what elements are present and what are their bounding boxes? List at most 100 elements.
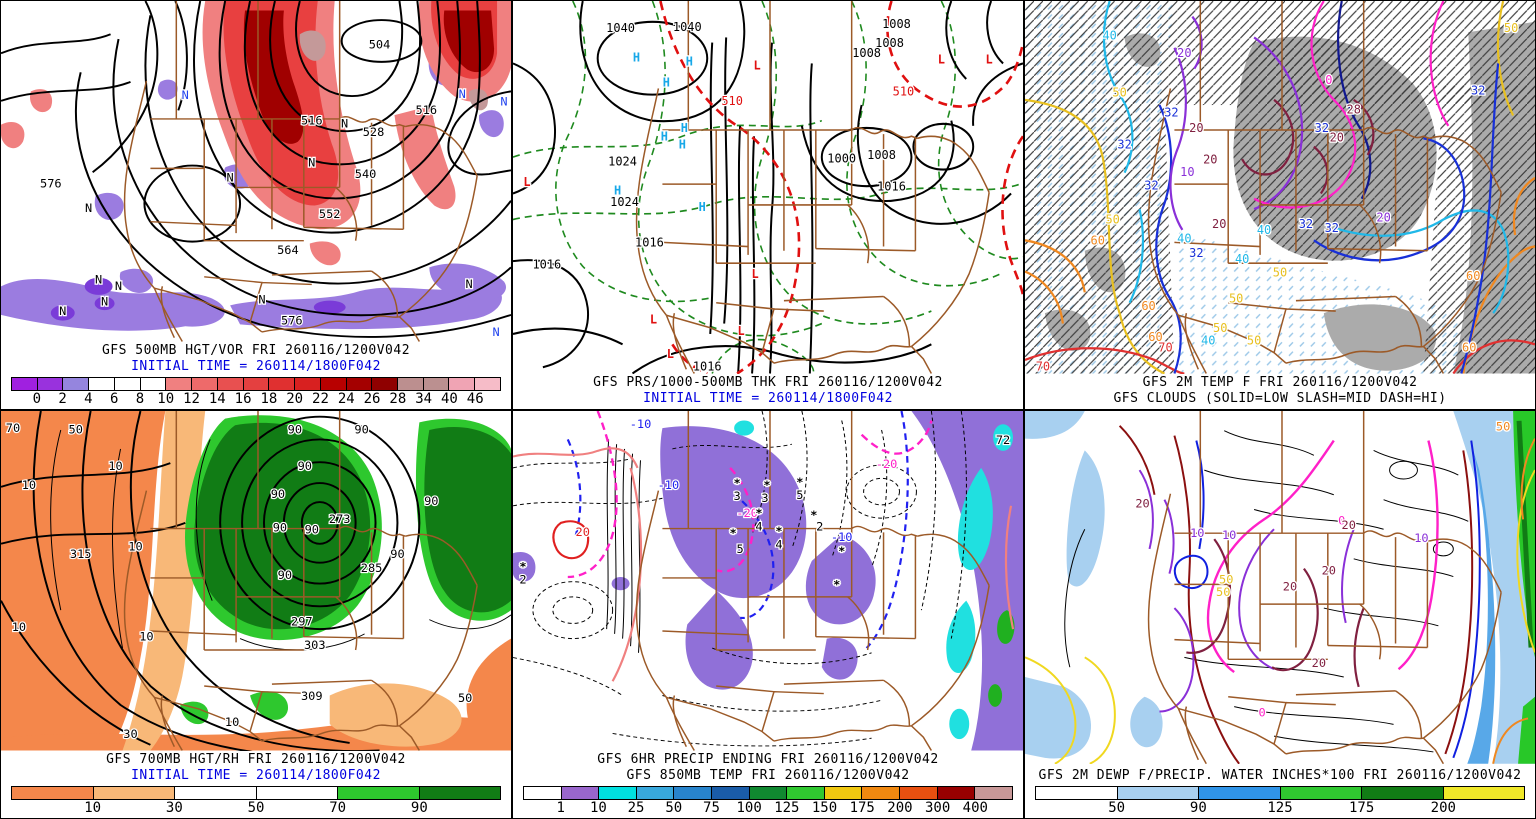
colorbar-labels: 1 10 25 50 75 100 125 150 175 200 300 400 [523, 800, 1013, 817]
contour-label: 32 [1117, 138, 1131, 152]
contour-label: 10 [22, 478, 36, 492]
panel-700mb-hgt-rh: 70 50 10 10 315 10 90 90 90 90 273 90 90 285 90 90 90 10 1… [0, 410, 512, 819]
temp-contours [1025, 1, 1535, 374]
colorbar-label: 150 [811, 800, 838, 816]
colorbar-segment [862, 787, 901, 799]
moderate-precip-fill [734, 420, 1014, 740]
contour-label: N [492, 325, 499, 339]
colorbar-label: 400 [962, 800, 988, 816]
colorbar-label: 26 [363, 391, 381, 407]
contour-label: 20 [576, 525, 590, 539]
contour-label: 315 [70, 547, 92, 561]
contour-label: 20 [1283, 579, 1297, 593]
contour-label: 40 [1257, 223, 1271, 237]
contour-label: 90 [278, 568, 292, 582]
colorbar-rh: 10 30 50 70 90 [1, 786, 511, 818]
contour-label: H [681, 121, 688, 135]
contour-label: 50 [1496, 420, 1510, 434]
contour-label: H [686, 54, 693, 68]
contour-label: 528 [363, 125, 385, 139]
contour-label: H [661, 129, 668, 143]
contour-label: N [182, 88, 189, 102]
thickness-540-contours [659, 1, 1023, 374]
contour-label: N [101, 295, 108, 309]
colorbar-label: 300 [924, 800, 951, 816]
colorbar-segment [1280, 787, 1362, 799]
contour-label: * [796, 475, 803, 489]
colorbar-segment [89, 378, 115, 390]
contour-label: 50 [1216, 585, 1230, 599]
contour-label: 32 [1164, 105, 1178, 119]
contour-label: L [938, 52, 945, 66]
contour-label: 516 [416, 103, 438, 117]
contour-label: 1008 [882, 17, 911, 31]
caption-line1: GFS PRS/1000-500MB THK FRI 260116/1200V0… [593, 374, 943, 390]
colorbar-label: 14 [208, 391, 226, 407]
contour-label: 32 [1471, 83, 1485, 97]
caption-line1: GFS 6HR PRECIP ENDING FRI 260116/1200V04… [597, 751, 939, 767]
contour-label: -20 [876, 457, 898, 471]
contour-label: 90 [271, 488, 285, 502]
map-labels: 1040 1040 10081008100810241024101610161000… [522, 16, 994, 374]
contour-label: 50 [1112, 85, 1126, 99]
contour-label: H [663, 75, 670, 89]
colorbar-segment [217, 378, 244, 390]
caption-area: GFS 2M TEMP F FRI 260116/1200V042 GFS CL… [1025, 374, 1535, 410]
contour-label: 1040 [606, 21, 635, 35]
colorbar-segment [346, 378, 373, 390]
contour-label: 50 [1213, 321, 1227, 335]
map-canvas-500mb: 576504516516528540552564576NNNNNNNNNNNNN… [1, 1, 511, 342]
colorbar-segment [419, 787, 500, 799]
height-contours [1, 411, 421, 751]
map-2m-temp-clouds: 40 50 0 20 20 32 10 20 32 28 32 20 32 32 20 20 32 40 40 40 3… [1025, 1, 1535, 374]
map-canvas-temp-clouds: 4050020203210203228322032322020324040403… [1025, 1, 1535, 374]
colorbar-labels: 0 2 4 6 8 10 12 14 16 18 20 22 24 26 28 34 40 46 [11, 391, 501, 408]
contour-label: N [341, 117, 348, 131]
contour-label: 10 [1190, 526, 1204, 540]
contour-label: * [775, 525, 782, 539]
contour-label: * [730, 526, 737, 540]
contour-label: 50 [1219, 572, 1233, 586]
map-labels: 4050020203210203228322032322020324040403… [1034, 20, 1519, 374]
colorbar-label: 200 [887, 800, 913, 816]
contour-label: 576 [281, 314, 303, 328]
colorbar-label: 46 [466, 391, 484, 407]
contour-label: 0 [1258, 706, 1265, 720]
contour-label: 50 [1229, 292, 1243, 306]
contour-label: 20 [1322, 564, 1336, 578]
contour-label: 10 [1180, 165, 1194, 179]
contour-label: 576 [40, 177, 62, 191]
mid-cloud-hatch-fill [1025, 1, 1535, 374]
caption-line2: GFS 850MB TEMP FRI 260116/1200V042 [626, 767, 910, 783]
colorbar-segment [93, 787, 175, 799]
map-labels: 70 50 10 10 315 10 90 90 90 90 273 90 90 285 90 90 90 10 1… [5, 420, 474, 742]
contour-label: H [699, 200, 706, 214]
colorbar-segment [12, 378, 38, 390]
colorbar-segment [1199, 787, 1281, 799]
caption-area: GFS 700MB HGT/RH FRI 260116/1200V042 INI… [1, 751, 511, 787]
contour-label: 297 [291, 615, 313, 629]
precip-water-contours [1064, 430, 1469, 753]
colorbar-label: 200 [1430, 800, 1456, 816]
panel-500mb-hgt-vor: 576 504 516 516 528 540 552 564 576 N N N N N N N N N N N N N… [0, 0, 512, 410]
contour-label: 90 [424, 494, 438, 508]
contour-label: * [755, 506, 762, 520]
colorbar-segment [937, 787, 976, 799]
colorbar-label: 10 [589, 800, 607, 816]
colorbar-segment [192, 378, 218, 390]
colorbar-label: 18 [260, 391, 278, 407]
contour-label: 50 [1504, 21, 1518, 35]
contour-label: 70 [1158, 340, 1172, 354]
contour-label: 1016 [635, 235, 664, 249]
contour-label: 10 [12, 620, 26, 634]
contour-label: 309 [301, 690, 323, 704]
contour-label: 510 [721, 94, 743, 108]
colorbar-labels: 10 30 50 70 90 [11, 800, 501, 817]
colorbar-label: 6 [109, 391, 119, 407]
contour-label: 20 [1212, 217, 1226, 231]
contour-label: N [500, 95, 507, 109]
rh-contours [50, 429, 511, 651]
contour-label: 32 [1299, 217, 1313, 231]
map-precip-850temp: -10 -20 -10 -20 -10 20 72 * 3 * 3 * 5 * 4 * 5 * 4 * 2 * * 2 * [513, 411, 1023, 751]
